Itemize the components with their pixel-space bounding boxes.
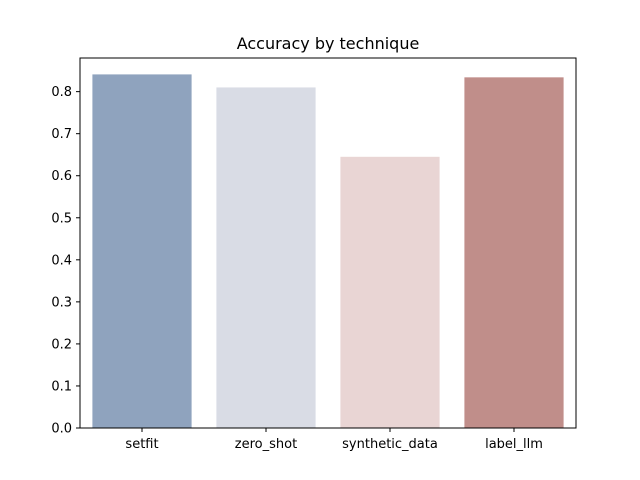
bar-synthetic-data [340,156,440,428]
bar-zero-shot [216,87,316,428]
x-tick-label: setfit [125,437,158,452]
y-tick-label: 0.3 [51,295,72,310]
y-tick-label: 0.6 [51,169,72,184]
bar-label-llm [464,77,564,428]
x-tick-label: zero_shot [235,437,297,452]
x-tick-label: label_llm [485,437,543,452]
y-tick-label: 0.4 [51,253,72,268]
y-axis: 0.0 0.1 0.2 0.3 0.4 0.5 0.6 0.7 0.8 [51,85,80,437]
y-tick-label: 0.8 [51,85,72,100]
y-tick-label: 0.2 [51,337,72,352]
chart-title: Accuracy by technique [237,34,420,53]
x-tick-label: synthetic_data [342,437,438,452]
y-tick-label: 0.7 [51,127,72,142]
bar-setfit [92,74,192,428]
y-tick-label: 0.5 [51,211,72,226]
y-tick-label: 0.0 [51,422,72,437]
plot-frame [79,57,577,429]
bars-layer [92,74,564,428]
x-axis: setfit zero_shot synthetic_data label_llm [125,428,543,452]
y-tick-label: 0.1 [51,379,72,394]
